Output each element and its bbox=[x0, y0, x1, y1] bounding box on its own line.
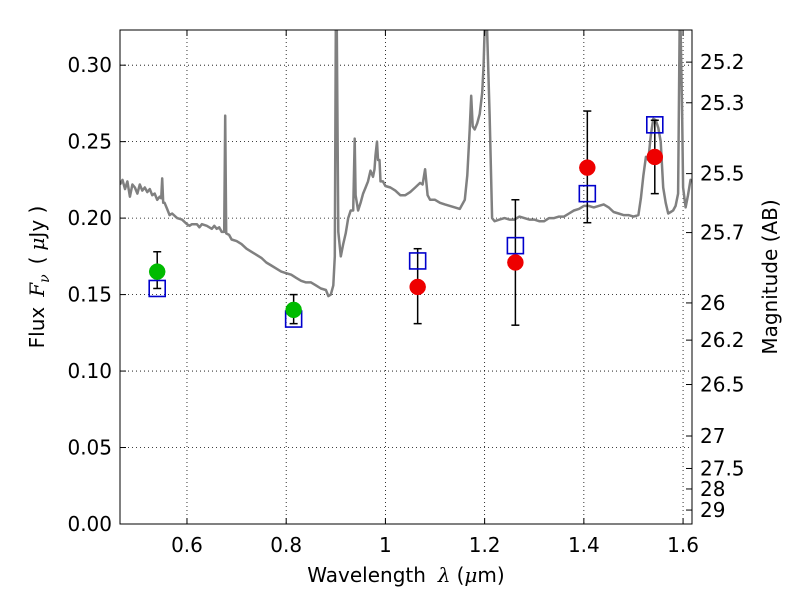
template-spectrum-line bbox=[120, 30, 692, 298]
plot-area bbox=[120, 30, 692, 328]
y-tick-label: 0.00 bbox=[67, 512, 112, 536]
y2-tick-label: 25.3 bbox=[700, 91, 745, 115]
model-square bbox=[148, 279, 167, 298]
detection-points bbox=[148, 148, 664, 319]
y-tick-label: 0.05 bbox=[67, 436, 112, 460]
grid bbox=[120, 30, 692, 525]
y2-tick-label: 27.5 bbox=[700, 456, 745, 480]
y-axis-label: FluxFν(μJy ) bbox=[25, 206, 53, 349]
x-axis-label: Wavelength λ (μm) bbox=[307, 563, 504, 587]
y2-tick-label: 28 bbox=[700, 477, 725, 501]
model-points bbox=[148, 116, 664, 328]
x-tick-label: 0.6 bbox=[171, 533, 203, 557]
detection-point bbox=[646, 148, 664, 166]
error-bars bbox=[153, 110, 659, 326]
x-tick-label: 1.4 bbox=[568, 533, 600, 557]
model-square bbox=[645, 116, 664, 134]
y2-tick-label: 26.5 bbox=[700, 373, 745, 397]
detection-point bbox=[409, 278, 426, 296]
y-tick-label: 0.20 bbox=[67, 206, 112, 230]
x-tick-label: 1.6 bbox=[667, 533, 699, 557]
y2-tick-label: 29 bbox=[700, 498, 725, 522]
plot-frame bbox=[119, 29, 693, 525]
model-square bbox=[408, 252, 427, 270]
detection-point bbox=[507, 254, 524, 271]
x-axis-ticks: 0.6 0.8 1 1.2 1.4 1.6 bbox=[171, 30, 699, 557]
y2-tick-label: 25.5 bbox=[700, 162, 745, 186]
y2-tick-label: 26 bbox=[700, 291, 725, 315]
y2-tick-label: 27 bbox=[700, 424, 725, 448]
x-tick-label: 1.2 bbox=[469, 533, 501, 557]
detection-point bbox=[285, 301, 302, 319]
detection-point bbox=[148, 263, 166, 280]
model-square bbox=[506, 236, 525, 255]
y2-tick-label: 25.2 bbox=[700, 50, 745, 74]
y2-tick-label: 26.2 bbox=[700, 328, 745, 352]
x-tick-label: 0.8 bbox=[270, 533, 302, 557]
detection-point bbox=[579, 159, 596, 176]
y-tick-label: 0.30 bbox=[67, 53, 112, 77]
y-tick-label: 0.25 bbox=[67, 130, 112, 154]
y-tick-label: 0.15 bbox=[67, 283, 112, 307]
y2-tick-label: 25.7 bbox=[700, 221, 745, 245]
x-tick-label: 1 bbox=[379, 533, 392, 557]
model-square bbox=[578, 184, 597, 203]
y2-axis-label: Magnitude (AB) bbox=[758, 199, 782, 354]
y-axis-ticks: 0.00 0.05 0.10 0.15 0.20 0.25 0.30 bbox=[67, 53, 126, 536]
y-tick-label: 0.10 bbox=[67, 359, 112, 383]
